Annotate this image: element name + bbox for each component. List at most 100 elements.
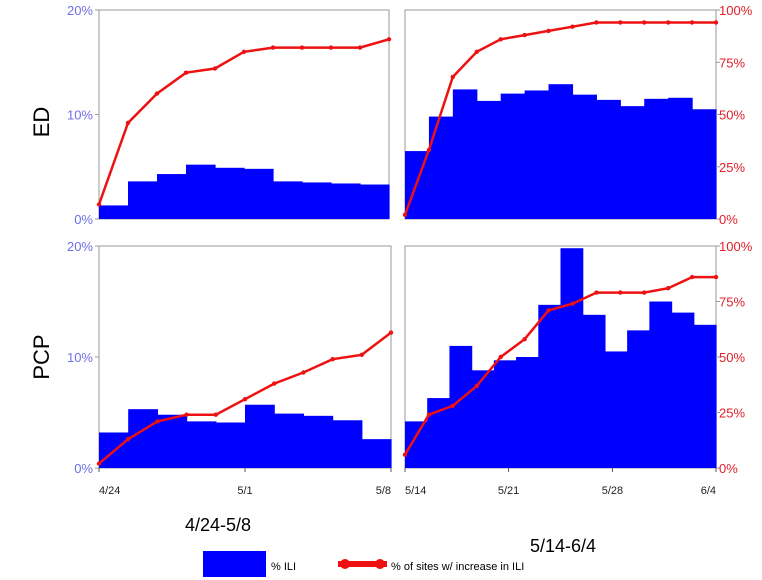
ili-bar <box>572 94 597 219</box>
ili-bar <box>644 98 669 219</box>
right-axis-tick-label: 75% <box>719 55 745 70</box>
right-axis-tick-label: 50% <box>719 350 745 365</box>
ili-bar <box>671 312 695 468</box>
sites-point <box>642 290 647 295</box>
ili-bar <box>245 404 275 468</box>
right-axis-tick-label: 25% <box>719 406 745 421</box>
row-label-pcp: PCP <box>29 334 54 379</box>
sites-point <box>426 147 432 153</box>
chart-panel: 100% 75% 50% 25% 0% 5/14 5/21 5/28 6/4 <box>402 239 753 497</box>
sites-point <box>474 49 479 54</box>
ili-bar <box>627 330 650 468</box>
x-axis-tick-label: 5/28 <box>602 485 623 497</box>
sites-point <box>242 397 248 402</box>
ili-bar <box>692 109 717 219</box>
ili-bar <box>273 181 303 219</box>
sites-point <box>498 354 503 360</box>
ili-bar <box>360 184 390 219</box>
ili-bar <box>649 301 673 468</box>
ili-bar <box>668 97 693 219</box>
ili-bar <box>604 351 628 468</box>
sites-point <box>154 91 160 96</box>
column-label-first: 4/24-5/8 <box>185 515 251 535</box>
ili-bar <box>361 439 392 468</box>
ili-bar <box>157 174 187 219</box>
ili-bar <box>215 422 246 468</box>
sites-point <box>546 28 551 34</box>
sites-point <box>359 352 364 357</box>
legend-line-marker <box>340 559 350 569</box>
sites-point <box>666 20 671 25</box>
ili-bar <box>452 89 478 219</box>
right-axis-tick-label: 25% <box>719 160 745 175</box>
ili-bar <box>244 168 274 219</box>
ili-bar <box>596 99 621 219</box>
ili-bar <box>331 183 361 219</box>
sites-point <box>713 274 719 280</box>
sites-point <box>272 381 277 386</box>
sites-point <box>402 452 408 457</box>
sites-point <box>618 20 623 25</box>
ili-bar <box>302 182 332 219</box>
right-axis-tick-label: 50% <box>719 108 745 123</box>
sites-point <box>594 290 599 295</box>
sites-point <box>357 45 363 50</box>
ili-bar <box>620 106 645 219</box>
ili-bar <box>128 181 158 219</box>
sites-point <box>402 212 408 217</box>
sites-point <box>241 49 247 54</box>
sites-point <box>642 20 647 25</box>
sites-point <box>125 120 131 126</box>
ili-bar <box>99 205 129 219</box>
legend-bars-swatch <box>203 551 266 577</box>
sites-point <box>388 330 394 335</box>
ili-bar <box>428 116 454 219</box>
sites-line <box>403 21 716 216</box>
sites-point <box>386 37 392 42</box>
chart-panel: 20% 10% 0% 4/24 5/1 5/8 <box>67 239 394 497</box>
sites-point <box>498 37 503 42</box>
sites-point <box>212 66 218 71</box>
sites-point <box>328 45 334 50</box>
ili-bar <box>186 421 217 468</box>
sites-point <box>522 337 527 342</box>
sites-point <box>570 301 575 306</box>
sites-point <box>713 20 719 25</box>
sites-point <box>299 45 305 50</box>
sites-point <box>618 290 623 295</box>
ili-bar <box>274 413 304 468</box>
sites-point <box>330 357 335 362</box>
x-axis-tick-label: 5/1 <box>237 485 252 497</box>
ili-bar <box>449 345 473 468</box>
ili-bar <box>582 314 606 468</box>
x-axis-tick-label: 5/21 <box>498 485 519 497</box>
column-label-second: 5/14-6/4 <box>530 536 596 556</box>
x-axis-tick-label: 4/24 <box>99 485 120 497</box>
ili-bar <box>500 93 526 219</box>
right-axis-tick-label: 75% <box>719 295 745 310</box>
sites-point <box>301 370 306 375</box>
panels: 20% 10% 0% 100% 75% 50% 25% 0% 20% 10% 0% 4/24 5/1 5/… <box>67 3 753 497</box>
sites-point <box>213 412 218 417</box>
ili-bar <box>476 100 502 219</box>
sites-point <box>270 45 276 50</box>
ili-bar <box>560 248 584 468</box>
chart-panel: 20% 10% 0% <box>67 3 392 227</box>
ili-bar <box>471 370 495 468</box>
left-axis-tick-label: 0% <box>74 461 93 476</box>
legend-bars-label: % ILI <box>271 561 296 573</box>
legend-line-marker <box>375 559 385 569</box>
sites-point <box>474 383 479 389</box>
ili-bar <box>405 421 428 468</box>
sites-point <box>546 308 551 313</box>
sites-point <box>689 20 695 25</box>
left-axis-tick-label: 20% <box>67 3 93 18</box>
ili-bar <box>303 415 334 468</box>
ili-bar <box>128 409 158 468</box>
right-axis-tick-label: 0% <box>719 212 738 227</box>
sites-point <box>689 274 695 280</box>
ili-bar <box>524 90 550 219</box>
sites-point <box>450 74 455 80</box>
ili-bar <box>538 304 562 468</box>
